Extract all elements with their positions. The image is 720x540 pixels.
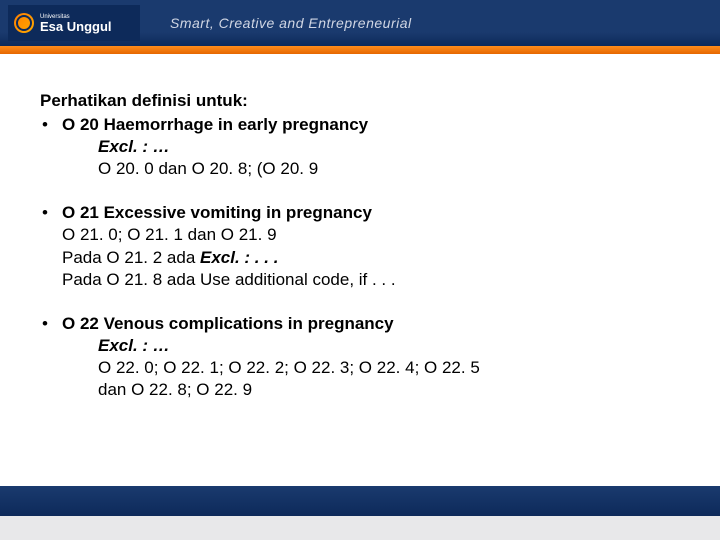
- section-1-line-1-emph: Excl. : . . .: [200, 248, 278, 267]
- section-1-line-1-prefix: Pada O 21. 2 ada: [62, 248, 200, 267]
- bullet-icon: •: [40, 114, 62, 136]
- bullet-icon: •: [40, 313, 62, 335]
- content-heading: Perhatikan definisi untuk:: [40, 90, 680, 112]
- section-2-line-0: Excl. : …: [40, 335, 680, 357]
- section-2-line-1: O 22. 0; O 22. 1; O 22. 2; O 22. 3; O 22…: [40, 357, 680, 379]
- section-0-title: O 20 Haemorrhage in early pregnancy: [62, 114, 368, 136]
- section-2-line-2: dan O 22. 8; O 22. 9: [40, 379, 680, 401]
- slide-content: Perhatikan definisi untuk: • O 20 Haemor…: [0, 54, 720, 401]
- section-0-title-row: • O 20 Haemorrhage in early pregnancy: [40, 114, 680, 136]
- section-1: • O 21 Excessive vomiting in pregnancy O…: [40, 202, 680, 290]
- footer-grey-bar: [0, 516, 720, 540]
- logo-icon: [14, 13, 34, 33]
- header-bar: Universitas Esa Unggul Smart, Creative a…: [0, 0, 720, 46]
- section-2-title-row: • O 22 Venous complications in pregnancy: [40, 313, 680, 335]
- section-1-title-row: • O 21 Excessive vomiting in pregnancy: [40, 202, 680, 224]
- section-1-line-0: O 21. 0; O 21. 1 dan O 21. 9: [40, 224, 680, 246]
- bullet-icon: •: [40, 202, 62, 224]
- section-0: • O 20 Haemorrhage in early pregnancy Ex…: [40, 114, 680, 180]
- section-1-line-2: Pada O 21. 8 ada Use additional code, if…: [40, 269, 680, 291]
- section-1-title: O 21 Excessive vomiting in pregnancy: [62, 202, 372, 224]
- section-0-line-1: O 20. 0 dan O 20. 8; (O 20. 9: [40, 158, 680, 180]
- section-2: • O 22 Venous complications in pregnancy…: [40, 313, 680, 401]
- footer: [0, 486, 720, 540]
- section-2-title: O 22 Venous complications in pregnancy: [62, 313, 394, 335]
- orange-divider: [0, 46, 720, 54]
- tagline: Smart, Creative and Entrepreneurial: [170, 15, 412, 31]
- section-0-line-0: Excl. : …: [40, 136, 680, 158]
- footer-dark-bar: [0, 486, 720, 516]
- logo-text: Universitas Esa Unggul: [40, 14, 112, 33]
- logo-box: Universitas Esa Unggul: [8, 5, 140, 41]
- logo-main: Esa Unggul: [40, 19, 112, 34]
- section-1-line-1: Pada O 21. 2 ada Excl. : . . .: [40, 247, 680, 269]
